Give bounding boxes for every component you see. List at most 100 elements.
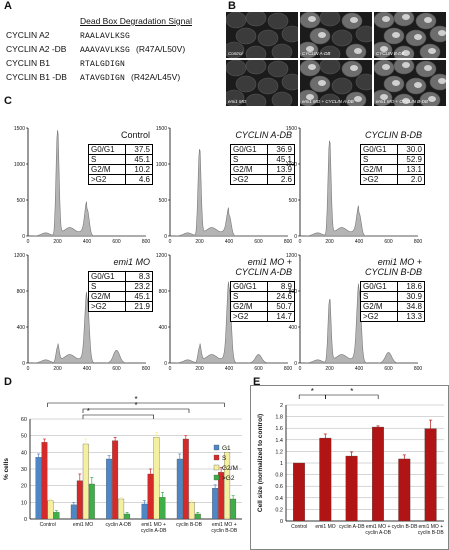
bar — [41, 442, 48, 520]
micrograph-caption: CYCLIN A-DB — [302, 51, 331, 56]
x-tick-label: 0 — [27, 239, 30, 245]
embryo-cell — [271, 43, 293, 58]
y-tick-label: 0 — [164, 234, 167, 240]
cell-cycle-stats-table: G0/G1 36.9 S 45.1 G2/M 13.9 >G2 2.6 — [230, 144, 295, 185]
fluorescent-nucleus — [350, 65, 358, 71]
histogram-title: emi1 MO + CYCLIN B-DB — [330, 257, 422, 277]
stats-phase: S — [88, 281, 126, 292]
bar — [212, 488, 219, 520]
x-tick-label: 800 — [142, 239, 151, 245]
category-label: emi1 MO — [73, 522, 93, 528]
y-tick-label: 0 — [280, 519, 283, 525]
stats-value: 30.9 — [397, 291, 425, 302]
category-label: Control — [291, 524, 307, 530]
histogram-curve — [300, 140, 418, 237]
stats-row: >G2 2.6 — [230, 174, 295, 185]
cell-cycle-stats-table: G0/G1 8.9 S 24.6 G2/M 50.7 >G2 14.7 — [230, 281, 295, 322]
panel-label-c: C — [4, 95, 12, 107]
stats-phase: G0/G1 — [360, 144, 398, 155]
embryo-cell — [226, 89, 245, 106]
fluorescent-nucleus — [438, 78, 446, 84]
embryo-cell — [235, 27, 257, 45]
cell-cycle-stats-table: G0/G1 8.3 S 23.2 G2/M 45.1 >G2 21.9 — [88, 271, 153, 312]
cell-cycle-stats-table: G0/G1 18.6 S 30.9 G2/M 34.8 >G2 13.3 — [360, 281, 425, 322]
micrograph-cyclin-a-db: CYCLIN A-DB — [300, 12, 372, 58]
y-tick-label: 400 — [159, 325, 168, 331]
y-tick-label: 1000 — [14, 162, 25, 168]
y-tick-label: 0.4 — [275, 496, 283, 502]
fluorescent-nucleus — [354, 48, 362, 54]
micrograph-caption: emi1 MO — [228, 99, 247, 104]
bar — [118, 498, 125, 520]
y-tick-label: 500 — [289, 198, 298, 204]
bar — [345, 455, 358, 522]
y-axis-label: % cells — [3, 458, 10, 480]
stats-row: >G2 4.6 — [88, 174, 153, 185]
embryo-cell — [331, 77, 353, 95]
stats-phase: G2/M — [360, 301, 398, 312]
x-tick-label: 400 — [83, 366, 92, 372]
x-tick-label: 0 — [169, 366, 172, 372]
stats-phase: S — [88, 154, 126, 165]
y-tick-label: 1200 — [14, 253, 25, 259]
y-tick-label: 0 — [24, 517, 27, 523]
x-tick-label: 0 — [27, 366, 30, 372]
bar — [293, 462, 305, 522]
embryo-cell — [226, 41, 245, 58]
bar — [176, 458, 183, 520]
fluorescent-nucleus — [402, 62, 410, 68]
fluorescent-nucleus — [402, 98, 410, 104]
stats-row: >G2 21.9 — [88, 301, 153, 312]
fluorescent-nucleus — [414, 82, 422, 88]
stats-phase: G0/G1 — [230, 144, 268, 155]
embryo-cell — [226, 60, 247, 77]
mutation: (R42A/L45V) — [131, 72, 181, 82]
protein-name: CYCLIN B1 -DB — [6, 72, 67, 82]
panel-label-e: E — [253, 376, 261, 388]
cell-field — [226, 60, 298, 106]
x-tick-label: 400 — [83, 239, 92, 245]
x-tick-label: 200 — [325, 366, 334, 372]
histogram: 0 400 800 1200 0 200 400 600 800 — [156, 253, 293, 372]
sequence: RAALAVLKSG — [80, 32, 131, 41]
sequence-row: CYCLIN B1 -DB ATAVGDIGN (R42A/L45V) — [6, 72, 180, 83]
y-tick-label: 60 — [21, 417, 27, 423]
fluorescent-nucleus — [392, 80, 400, 86]
fluorescent-nucleus — [402, 50, 410, 56]
bar — [188, 502, 195, 520]
x-tick-label: 200 — [325, 239, 334, 245]
category-label: emi1 MO + — [366, 524, 391, 530]
micrograph-emi1-mo: emi1 MO — [226, 60, 298, 106]
fluorescent-nucleus — [380, 46, 388, 52]
significance-star: * — [87, 407, 90, 416]
stats-value: 14.7 — [267, 311, 295, 322]
stats-value: 18.6 — [397, 281, 425, 292]
significance-bracket — [82, 408, 190, 413]
x-tick-label: 800 — [284, 239, 293, 245]
category-label: emi1 MO — [315, 524, 335, 530]
stats-row: G2/M 13.1 — [360, 164, 425, 175]
mutation: (R47A/L50V) — [136, 44, 186, 54]
y-tick-label: 0 — [22, 361, 25, 367]
stats-phase: >G2 — [360, 311, 398, 322]
category-label: emi1 MO + — [419, 524, 444, 530]
cell-field — [374, 60, 446, 106]
x-tick-label: 600 — [254, 239, 263, 245]
stats-phase: G0/G1 — [360, 281, 398, 292]
category-label: cyclin A-DB — [339, 524, 365, 530]
micrograph-caption: Control — [228, 51, 243, 56]
fluorescent-nucleus — [438, 30, 446, 36]
fluorescent-nucleus — [402, 14, 410, 20]
y-tick-label: 1.4 — [275, 438, 283, 444]
histogram-curve — [170, 149, 288, 237]
stats-value: 13.3 — [397, 311, 425, 322]
significance-bracket — [325, 394, 379, 399]
micrograph-caption: emi1 MO + CYCLIN B-DB — [376, 99, 428, 104]
y-tick-label: 1500 — [14, 126, 25, 132]
histogram: 0 500 1000 1500 0 200 400 600 800 — [286, 126, 423, 245]
bar — [398, 458, 411, 522]
legend-label: S — [222, 455, 227, 462]
stats-row: >G2 2.0 — [360, 174, 425, 185]
y-tick-label: 1500 — [286, 126, 297, 132]
x-tick-label: 400 — [355, 366, 364, 372]
